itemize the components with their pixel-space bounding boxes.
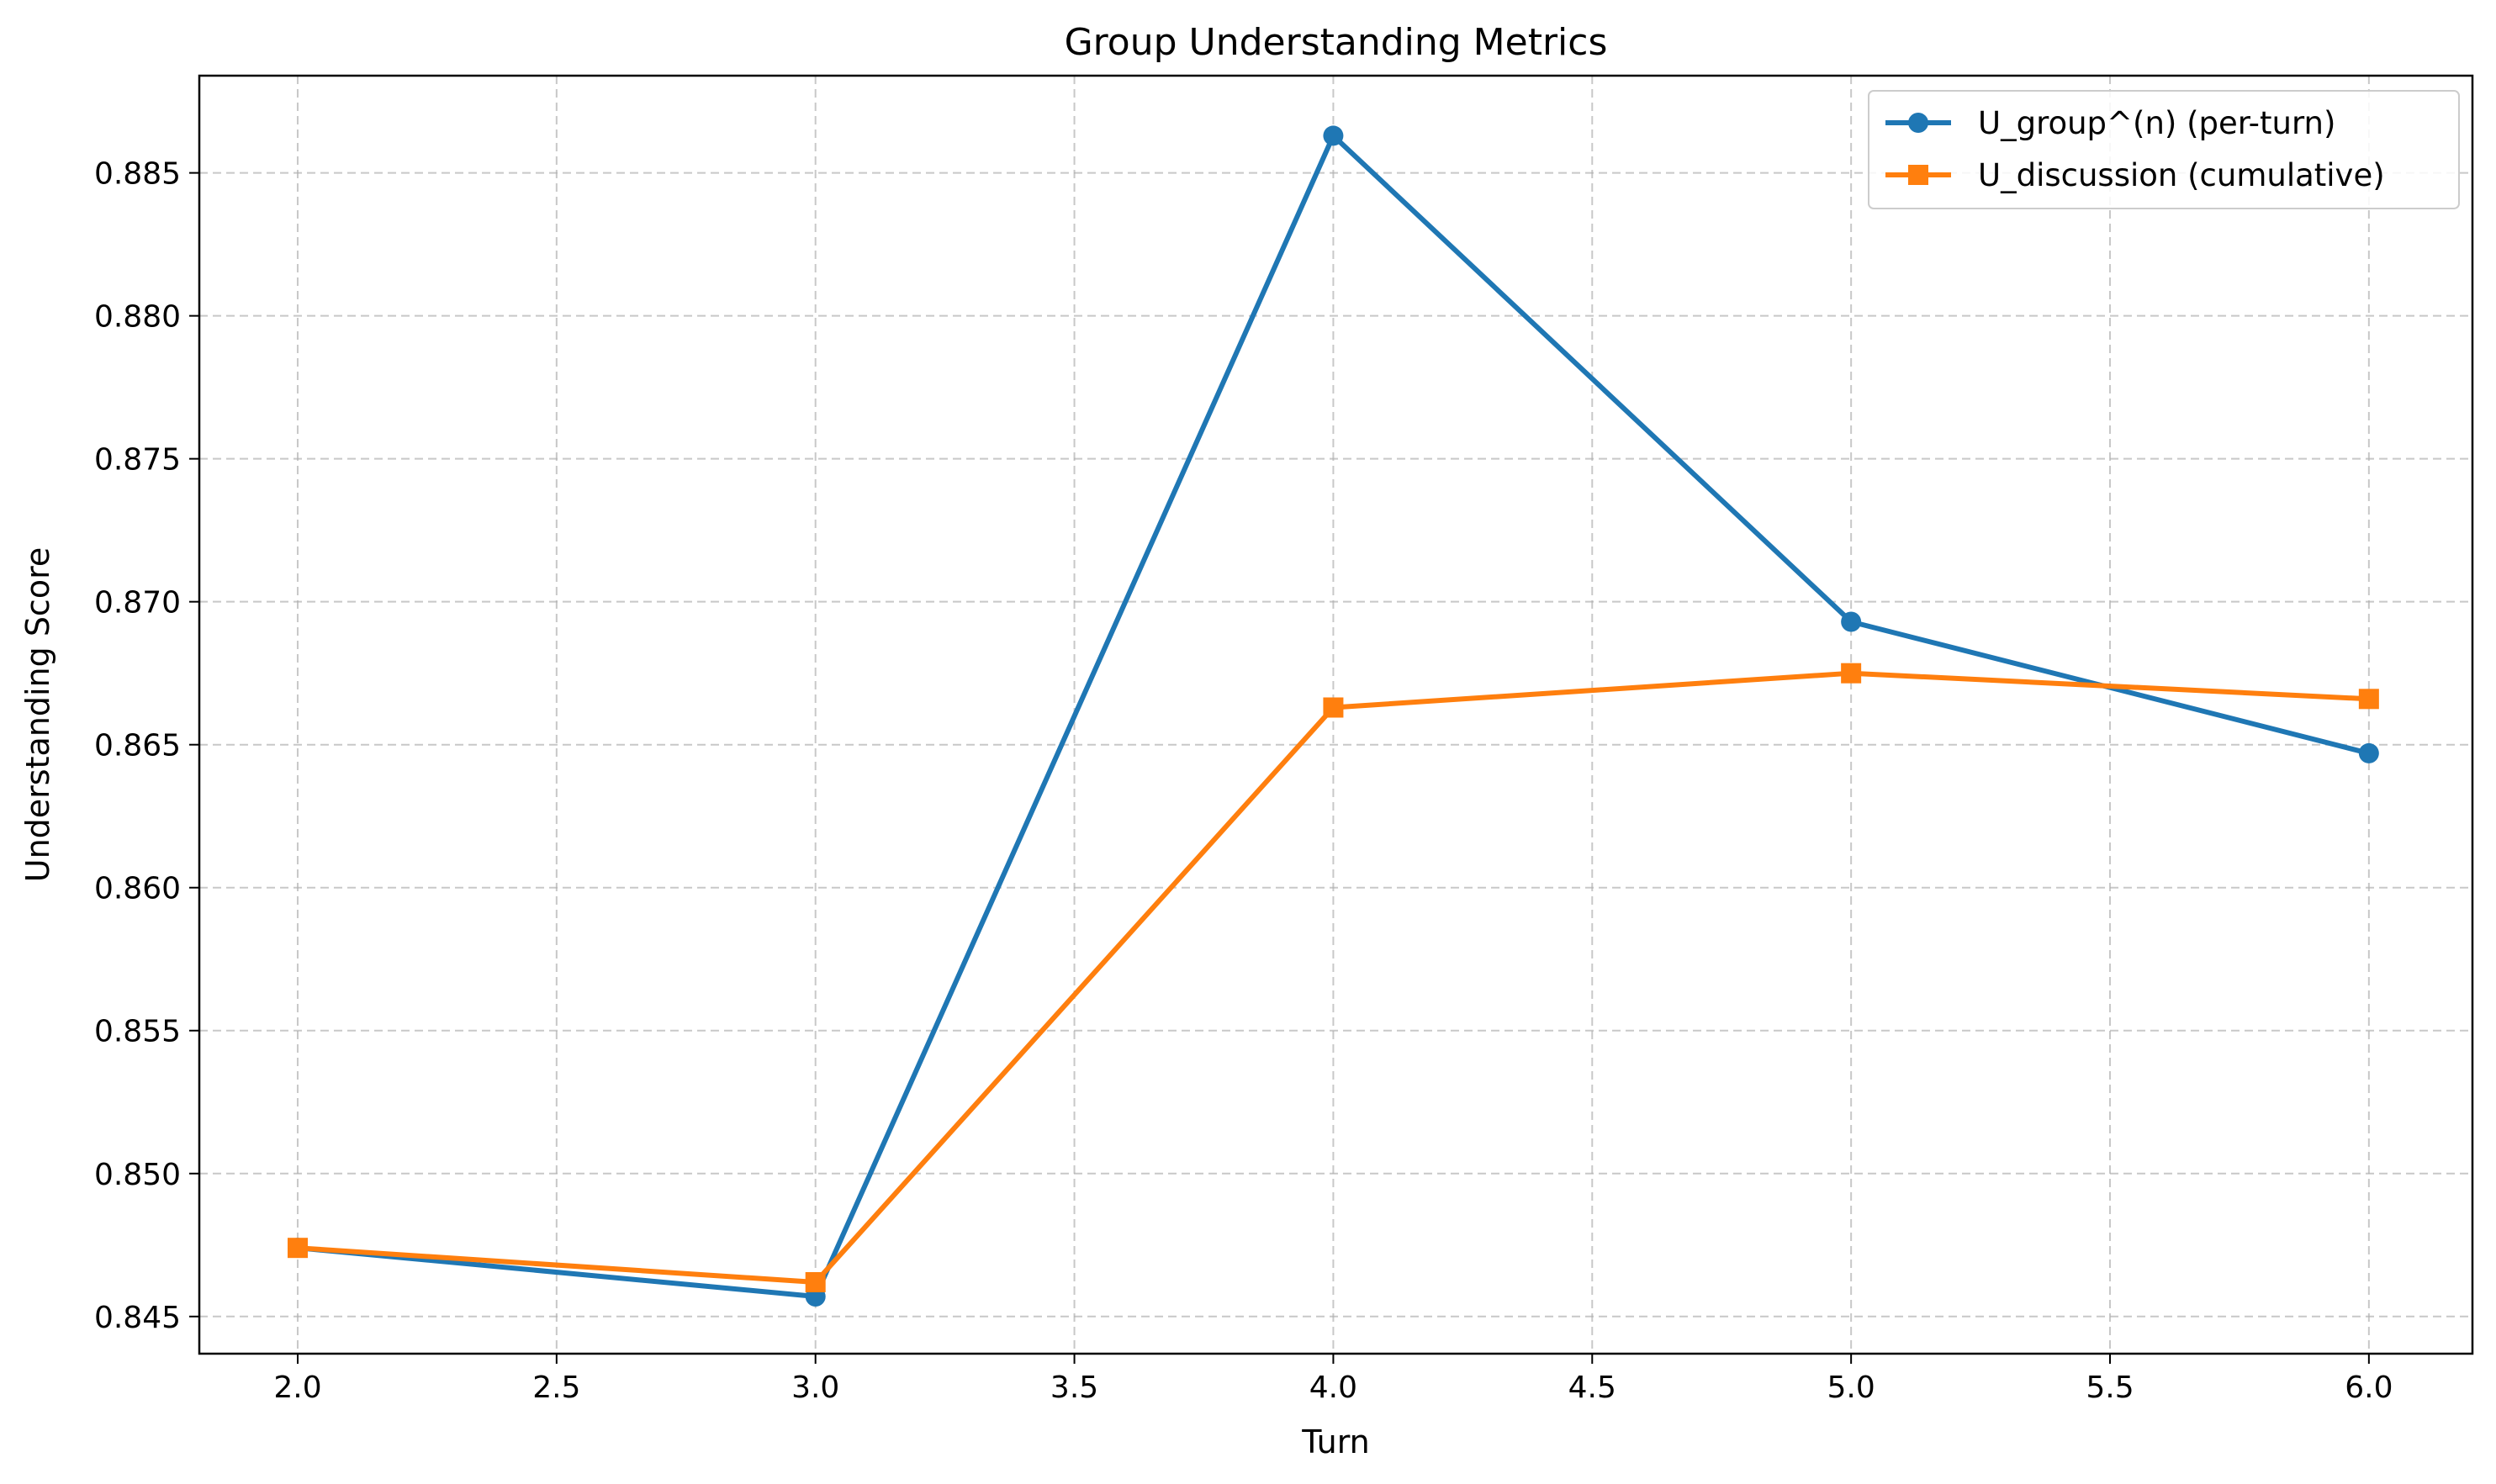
legend-entry: U_discussion (cumulative) — [1885, 157, 2385, 193]
y-axis-label: Understanding Score — [19, 547, 56, 882]
legend-swatch-marker — [1908, 113, 1928, 133]
y-tick-label: 0.850 — [94, 1158, 181, 1192]
y-tick-label: 0.860 — [94, 872, 181, 906]
legend-box — [1868, 90, 2460, 209]
legend: U_group^(n) (per-turn) U_discussion (cumu… — [1868, 90, 2460, 209]
y-tick-label: 0.845 — [94, 1301, 181, 1335]
series-layer — [287, 125, 2379, 1307]
data-point — [2358, 689, 2379, 710]
chart-title: Group Understanding Metrics — [1065, 21, 1608, 64]
x-axis-label: Turn — [1301, 1423, 1370, 1460]
data-point — [2358, 742, 2379, 763]
x-tick-label: 6.0 — [2345, 1370, 2393, 1405]
y-tick-label: 0.885 — [94, 157, 181, 192]
tick-layer: 2.0 2.5 3.0 3.5 4.0 4.5 5.0 5.5 6.0 0.845 0.850 0.8… — [94, 157, 2393, 1405]
x-tick-label: 4.5 — [1568, 1370, 1616, 1405]
y-tick-label: 0.875 — [94, 443, 181, 478]
y-tick-label: 0.880 — [94, 300, 181, 335]
y-tick-label: 0.870 — [94, 586, 181, 621]
x-tick-label: 2.5 — [532, 1370, 580, 1405]
data-point — [1323, 697, 1344, 718]
data-point — [1841, 663, 1862, 684]
x-tick-label: 3.5 — [1050, 1370, 1098, 1405]
series-2 — [287, 663, 2379, 1292]
x-tick-label: 2.0 — [273, 1370, 321, 1405]
y-tick-label: 0.865 — [94, 729, 181, 763]
legend-label: U_discussion (cumulative) — [1978, 157, 2385, 193]
legend-entry: U_group^(n) (per-turn) — [1885, 105, 2335, 141]
data-point — [805, 1271, 826, 1292]
plot-frame — [198, 74, 2474, 1355]
data-point — [287, 1238, 308, 1259]
x-tick-label: 5.5 — [2086, 1370, 2134, 1405]
legend-items: U_group^(n) (per-turn) U_discussion (cumu… — [1885, 105, 2385, 193]
data-point — [1841, 611, 1862, 632]
data-point — [1323, 125, 1344, 146]
legend-swatch-marker — [1908, 165, 1928, 185]
x-tick-label: 3.0 — [791, 1370, 839, 1405]
x-tick-label: 4.0 — [1309, 1370, 1357, 1405]
x-tick-label: 5.0 — [1827, 1370, 1875, 1405]
y-tick-label: 0.855 — [94, 1015, 181, 1049]
legend-label: U_group^(n) (per-turn) — [1978, 105, 2335, 141]
